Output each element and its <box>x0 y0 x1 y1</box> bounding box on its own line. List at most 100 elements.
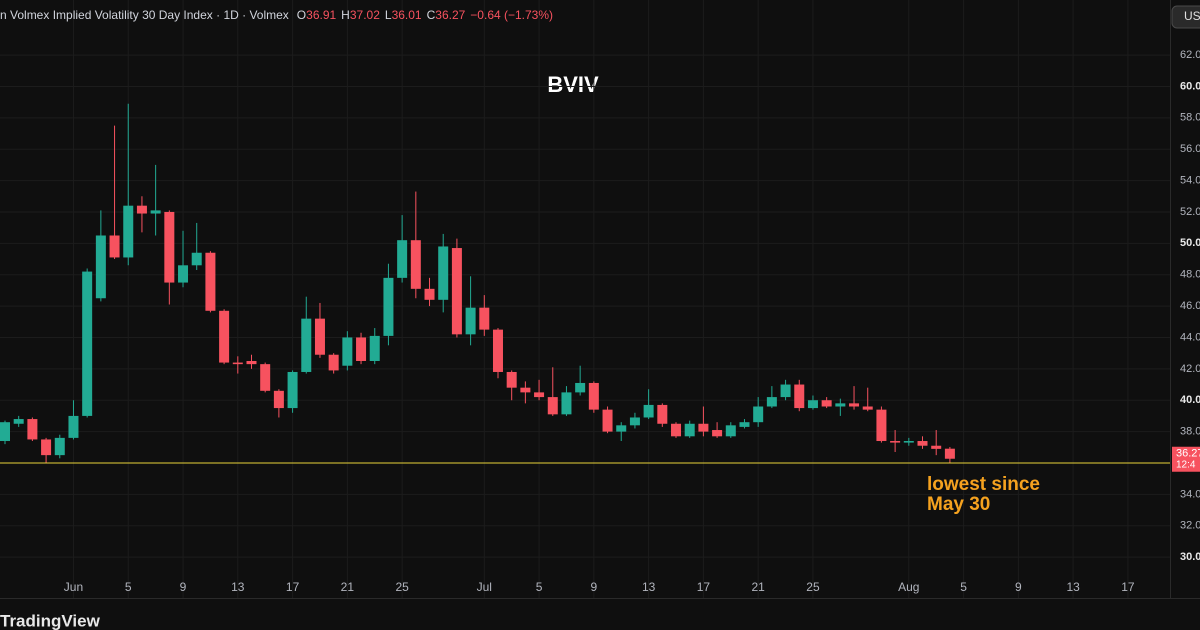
y-tick-label: 38.00 <box>1180 426 1200 438</box>
candle-body <box>739 422 750 427</box>
candle-body <box>164 211 175 283</box>
candle-body <box>725 425 736 437</box>
candle-body <box>260 364 271 391</box>
candle-body <box>123 205 134 258</box>
y-tick-label: 60.00 <box>1180 80 1200 92</box>
x-tick-label: 25 <box>395 580 409 594</box>
candle-body <box>27 419 38 440</box>
candle-body <box>82 271 93 416</box>
y-tick-label: 62.00 <box>1180 49 1200 61</box>
annotation: lowest since <box>927 474 1040 495</box>
candle-body <box>821 400 832 407</box>
candle-body <box>944 448 955 459</box>
y-tick-label: 46.00 <box>1180 300 1200 312</box>
candle-body <box>876 409 887 442</box>
y-tick-label: 30.00 <box>1180 551 1200 563</box>
y-tick-label: 58.00 <box>1180 112 1200 124</box>
candle-body <box>671 423 682 437</box>
candle-body <box>246 361 257 365</box>
y-tick-label: 48.00 <box>1180 269 1200 281</box>
candle-body <box>479 307 490 330</box>
candle-body <box>890 441 901 443</box>
candle-body <box>616 425 627 432</box>
candle-body <box>575 382 586 393</box>
x-tick-label: 5 <box>125 580 132 594</box>
y-tick-label: 50.00 <box>1180 237 1200 249</box>
candle-body <box>849 403 860 407</box>
currency-label[interactable]: USD <box>1184 9 1200 23</box>
candle-body <box>397 240 408 278</box>
candle-body <box>629 417 640 426</box>
x-tick-label: 13 <box>231 580 245 594</box>
candle-body <box>191 252 202 266</box>
candle-body <box>314 318 325 355</box>
candle-body <box>753 406 764 423</box>
x-tick-label: 5 <box>536 580 543 594</box>
candle-body <box>219 310 230 363</box>
candle-body <box>328 354 339 371</box>
header: n Volmex Implied Volatility 30 Day Index… <box>0 8 553 22</box>
last-price-label: 36.27 <box>1176 448 1200 460</box>
candle-body <box>136 205 147 214</box>
candle-body <box>273 390 284 409</box>
candle-body <box>301 318 312 372</box>
candle-body <box>917 441 928 446</box>
candle-body <box>109 235 120 258</box>
candle-body <box>369 335 380 362</box>
x-tick-label: 21 <box>341 580 355 594</box>
y-tick-label: 54.00 <box>1180 174 1200 186</box>
candle-body <box>534 392 545 398</box>
last-price-box <box>1172 446 1200 472</box>
candle-body <box>807 400 818 409</box>
candle-body <box>451 248 462 335</box>
candle-body <box>465 307 476 335</box>
x-tick-label: Jul <box>477 580 492 594</box>
candle-body <box>588 382 599 410</box>
currency-button[interactable] <box>1171 5 1200 29</box>
candle-body <box>287 371 298 409</box>
grid <box>0 0 1170 598</box>
candle-body <box>68 415 79 438</box>
x-tick-label: 9 <box>1015 580 1022 594</box>
candle-body <box>0 422 10 442</box>
candle-body <box>13 419 24 424</box>
candle-body <box>205 252 216 311</box>
candle-body <box>424 288 435 300</box>
countdown: 12:4 <box>1176 459 1196 470</box>
candle-body <box>780 384 791 398</box>
ohlc-value: 36.91 <box>306 8 336 22</box>
candle-body <box>602 409 613 432</box>
candle-body <box>356 337 367 362</box>
x-tick-label: Aug <box>898 580 919 594</box>
candle-body <box>54 437 65 456</box>
candle-body <box>766 397 777 407</box>
x-tick-label: 13 <box>1066 580 1080 594</box>
candle-body <box>657 404 668 424</box>
candle-body <box>794 384 805 409</box>
y-tick-label: 42.00 <box>1180 363 1200 375</box>
candle-body <box>520 387 531 393</box>
candle-body <box>150 210 161 214</box>
chart-title: BVIV <box>547 72 599 97</box>
x-tick-label: 17 <box>1121 580 1135 594</box>
candle-body <box>492 329 503 372</box>
candle-body <box>342 337 353 366</box>
candle-body <box>178 265 189 283</box>
ohlc-value: 36.01 <box>392 8 422 22</box>
header-name: n Volmex Implied Volatility 30 Day Index… <box>0 8 289 22</box>
candle-body <box>561 392 572 415</box>
ohlc-value: 36.27 <box>435 8 465 22</box>
x-tick-label: 5 <box>960 580 967 594</box>
y-tick-label: 56.00 <box>1180 143 1200 155</box>
watermark: TradingView <box>0 611 101 630</box>
x-tick-label: Jun <box>64 580 83 594</box>
annotation: May 30 <box>927 494 990 515</box>
candle-body <box>41 439 52 456</box>
candle-body <box>835 403 846 407</box>
y-tick-label: 44.00 <box>1180 331 1200 343</box>
x-tick-label: 17 <box>697 580 711 594</box>
candle-body <box>95 235 106 299</box>
